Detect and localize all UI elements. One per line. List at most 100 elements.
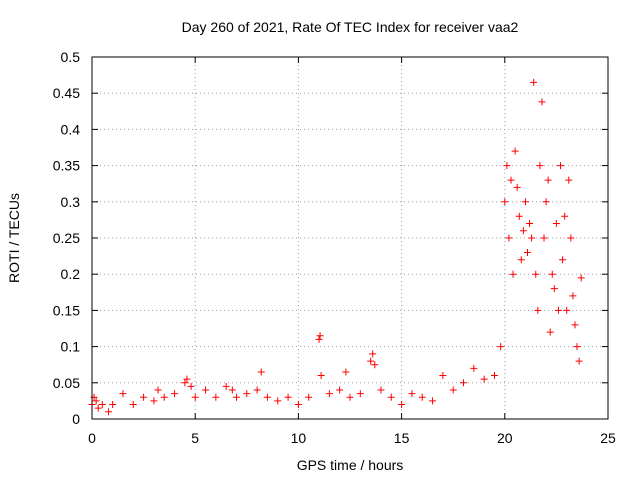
data-point	[418, 393, 426, 401]
data-point	[342, 368, 350, 376]
data-point	[429, 397, 437, 405]
data-point	[232, 393, 240, 401]
data-point	[559, 256, 567, 264]
data-point	[517, 256, 525, 264]
data-point	[439, 372, 447, 380]
x-tick-label: 0	[88, 430, 96, 446]
data-point	[538, 98, 546, 106]
data-point	[550, 285, 558, 293]
data-point	[257, 368, 265, 376]
y-tick-label: 0.25	[53, 230, 80, 246]
data-point	[336, 386, 344, 394]
y-tick-labels: 0 0.05 0.1 0.15 0.2 0.25 0.3 0.35 0.4 0.45 0.5	[53, 49, 80, 427]
y-tick-label: 0.1	[61, 339, 81, 355]
y-tick-label: 0.05	[53, 375, 80, 391]
data-point	[94, 404, 102, 412]
data-point	[160, 393, 168, 401]
x-tick-label: 15	[394, 430, 410, 446]
data-point	[154, 386, 162, 394]
data-point	[480, 375, 488, 383]
data-points	[88, 78, 585, 416]
data-point	[98, 401, 106, 409]
data-point	[92, 397, 100, 405]
data-point	[507, 176, 515, 184]
data-point	[284, 393, 292, 401]
data-point	[573, 343, 581, 351]
y-tick-label: 0	[72, 411, 80, 427]
data-point	[534, 306, 542, 314]
data-point	[202, 386, 210, 394]
y-axis-label: ROTI / TECUs	[6, 193, 22, 283]
data-point	[294, 401, 302, 409]
data-point	[565, 176, 573, 184]
data-point	[569, 292, 577, 300]
data-point	[150, 397, 158, 405]
x-tick-labels: 0 5 10 15 20 25	[88, 430, 616, 446]
data-point	[263, 393, 271, 401]
y-tick-label: 0.15	[53, 302, 80, 318]
data-point	[524, 248, 532, 256]
y-tick-label: 0.35	[53, 158, 80, 174]
data-point	[554, 306, 562, 314]
data-point	[513, 183, 521, 191]
y-tick-label: 0.45	[53, 85, 80, 101]
data-point	[109, 401, 117, 409]
data-point	[561, 212, 569, 220]
data-point	[317, 372, 325, 380]
data-point	[490, 372, 498, 380]
data-point	[315, 335, 323, 343]
data-point	[542, 198, 550, 206]
data-point	[503, 162, 511, 170]
x-tick-label: 20	[497, 430, 513, 446]
data-point	[140, 393, 148, 401]
data-point	[171, 390, 179, 398]
data-point	[532, 270, 540, 278]
data-point	[183, 375, 191, 383]
grid-layer	[92, 57, 608, 419]
data-point	[346, 393, 354, 401]
data-point	[398, 401, 406, 409]
data-point	[408, 390, 416, 398]
x-tick-label: 25	[600, 430, 616, 446]
x-axis-label: GPS time / hours	[297, 457, 404, 473]
data-point	[511, 147, 519, 155]
data-point	[540, 234, 548, 242]
data-point	[369, 350, 377, 358]
x-tick-label: 5	[191, 430, 199, 446]
data-point	[222, 382, 230, 390]
data-point	[557, 162, 565, 170]
data-point	[305, 393, 313, 401]
y-tick-label: 0.2	[61, 266, 81, 282]
data-point	[470, 364, 478, 372]
data-point	[577, 274, 585, 282]
data-point	[528, 234, 536, 242]
data-point	[563, 306, 571, 314]
data-point	[367, 357, 375, 365]
data-point	[371, 361, 379, 369]
y-tick-label: 0.4	[61, 121, 81, 137]
data-point	[105, 408, 113, 416]
data-point	[274, 397, 282, 405]
data-point	[253, 386, 261, 394]
y-tick-label: 0.5	[61, 49, 81, 65]
data-point	[548, 270, 556, 278]
data-point	[325, 390, 333, 398]
data-point	[212, 393, 220, 401]
data-point	[575, 357, 583, 365]
data-point	[449, 386, 457, 394]
data-point	[519, 227, 527, 235]
data-point	[129, 401, 137, 409]
data-point	[571, 321, 579, 329]
data-point	[567, 234, 575, 242]
chart-title: Day 260 of 2021, Rate Of TEC Index for r…	[182, 19, 519, 35]
y-tick-label: 0.3	[61, 194, 81, 210]
data-point	[546, 328, 554, 336]
data-point	[526, 220, 534, 228]
data-point	[187, 382, 195, 390]
data-point	[119, 390, 127, 398]
data-point	[377, 386, 385, 394]
data-point	[387, 393, 395, 401]
data-point	[356, 390, 364, 398]
data-point	[515, 212, 523, 220]
